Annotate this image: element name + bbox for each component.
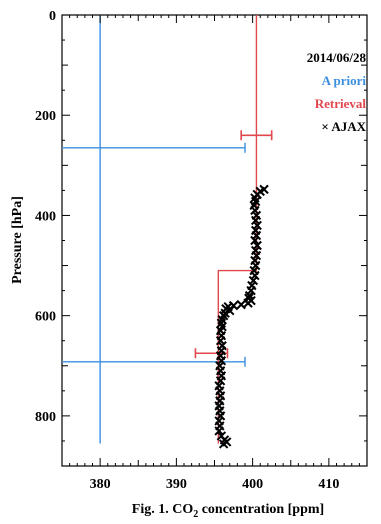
- legend-ajax-marker: ×: [321, 119, 328, 134]
- y-axis-title: Pressure [hPa]: [10, 196, 25, 284]
- legend-date: 2014/06/28: [307, 50, 367, 65]
- x-axis-title-sub: 2: [193, 509, 198, 520]
- legend: 2014/06/28 A priori Retrieval × AJAX: [307, 50, 367, 134]
- ajax-point: [214, 426, 224, 436]
- y-tick-label: 400: [35, 209, 56, 224]
- y-tick-label: 600: [35, 310, 56, 325]
- series-group: [62, 15, 273, 449]
- ajax-point: [243, 298, 253, 308]
- x-tick-label: 410: [318, 477, 339, 492]
- ajax-point: [250, 235, 260, 246]
- x-axis-title-post: concentration [ppm]: [198, 502, 324, 517]
- x-tick-label: 400: [242, 477, 263, 492]
- x-axis-title-pre: Fig. 1. CO: [132, 502, 194, 517]
- x-tick-label: 390: [166, 477, 187, 492]
- ajax-point: [218, 439, 229, 449]
- x-axis-title: Fig. 1. CO2 concentration [ppm]: [132, 502, 324, 520]
- legend-retrieval: Retrieval: [315, 96, 367, 111]
- y-tick-label: 800: [35, 410, 56, 425]
- legend-apriori: A priori: [322, 73, 367, 88]
- y-tick-label: 0: [49, 9, 56, 24]
- axes-group: 380 390 400 410 0 200 400 600 800: [35, 9, 368, 492]
- legend-ajax-label: AJAX: [331, 119, 366, 134]
- y-tick-label: 200: [35, 109, 56, 124]
- ajax-point: [236, 299, 246, 310]
- x-tick-label: 380: [90, 477, 111, 492]
- legend-ajax: × AJAX: [321, 119, 366, 134]
